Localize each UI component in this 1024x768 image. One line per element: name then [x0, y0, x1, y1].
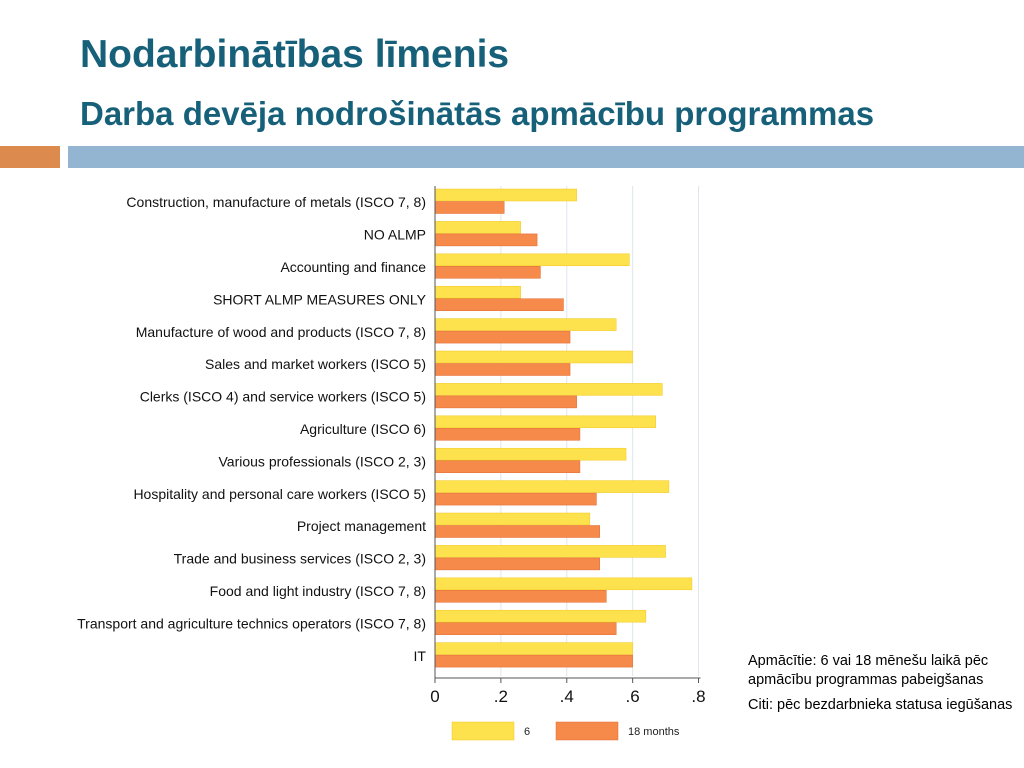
- bar-18m: [434, 590, 607, 603]
- category-label: Transport and agriculture technics opera…: [77, 615, 426, 631]
- x-tick-label: .4: [560, 687, 574, 706]
- category-label: Project management: [297, 518, 426, 534]
- category-label: Construction, manufacture of metals (ISC…: [126, 194, 426, 210]
- legend-swatch: [555, 721, 619, 741]
- bar-18m: [434, 363, 571, 376]
- note-others: Citi: pēc bezdarbnieka statusa iegūšanas: [748, 697, 1013, 713]
- bar-6m: [434, 253, 630, 267]
- bar-18m: [434, 298, 564, 311]
- bar-6m: [434, 350, 633, 364]
- bar-18m: [434, 266, 541, 279]
- bar-18m: [434, 201, 505, 214]
- bar-6m: [434, 480, 670, 493]
- legend-swatch: [451, 721, 515, 741]
- category-label: IT: [414, 648, 427, 664]
- x-tick-label: .6: [626, 687, 640, 706]
- category-label: Manufacture of wood and products (ISCO 7…: [136, 324, 426, 340]
- category-label: NO ALMP: [364, 227, 426, 243]
- bar-18m: [434, 460, 581, 473]
- bar-6m: [434, 188, 577, 202]
- category-label: Clerks (ISCO 4) and service workers (ISC…: [140, 389, 426, 405]
- category-label: Food and light industry (ISCO 7, 8): [210, 583, 426, 599]
- category-label: Various professionals (ISCO 2, 3): [219, 453, 427, 469]
- category-label: Trade and business services (ISCO 2, 3): [174, 551, 426, 567]
- bar-6m: [434, 383, 663, 396]
- x-tick-label: 0: [430, 687, 439, 706]
- bar-6m: [434, 285, 521, 299]
- bar-6m: [434, 545, 666, 558]
- legend-label: 6: [524, 726, 530, 738]
- employment-bar-chart: Construction, manufacture of metals (ISC…: [77, 178, 730, 750]
- category-label: Hospitality and personal care workers (I…: [133, 486, 426, 502]
- bar-6m: [434, 512, 591, 526]
- bar-6m: [434, 318, 617, 331]
- bar-18m: [434, 654, 633, 668]
- bar-6m: [434, 577, 693, 591]
- bar-6m: [434, 609, 647, 623]
- notes: Apmācītie: 6 vai 18 mēnešu laikā pēc apm…: [748, 652, 1018, 721]
- category-label: Accounting and finance: [280, 259, 426, 275]
- category-label: SHORT ALMP MEASURES ONLY: [213, 291, 427, 307]
- bar-18m: [434, 622, 617, 635]
- category-label: Sales and market workers (ISCO 5): [205, 356, 426, 372]
- bar-18m: [434, 330, 571, 344]
- bar-18m: [434, 557, 600, 571]
- bar-18m: [434, 428, 581, 441]
- bar-6m: [434, 447, 627, 461]
- legend-label: 18 months: [628, 726, 680, 738]
- accent-bar: [0, 146, 60, 168]
- bar-6m: [434, 415, 656, 429]
- category-label: Agriculture (ISCO 6): [300, 421, 426, 437]
- bar-18m: [434, 233, 538, 247]
- bar-6m: [434, 642, 633, 655]
- header-band: [68, 146, 1024, 168]
- bar-18m: [434, 525, 600, 538]
- bar-18m: [434, 492, 597, 506]
- bar-6m: [434, 221, 521, 234]
- x-tick-label: .8: [691, 687, 705, 706]
- note-trained: Apmācītie: 6 vai 18 mēnešu laikā pēc apm…: [748, 653, 989, 688]
- bar-18m: [434, 395, 577, 409]
- slide-subtitle: Darba devēja nodrošinātās apmācību progr…: [80, 95, 875, 132]
- x-tick-label: .2: [494, 687, 508, 706]
- slide-title: Nodarbinātības līmenis: [80, 33, 510, 76]
